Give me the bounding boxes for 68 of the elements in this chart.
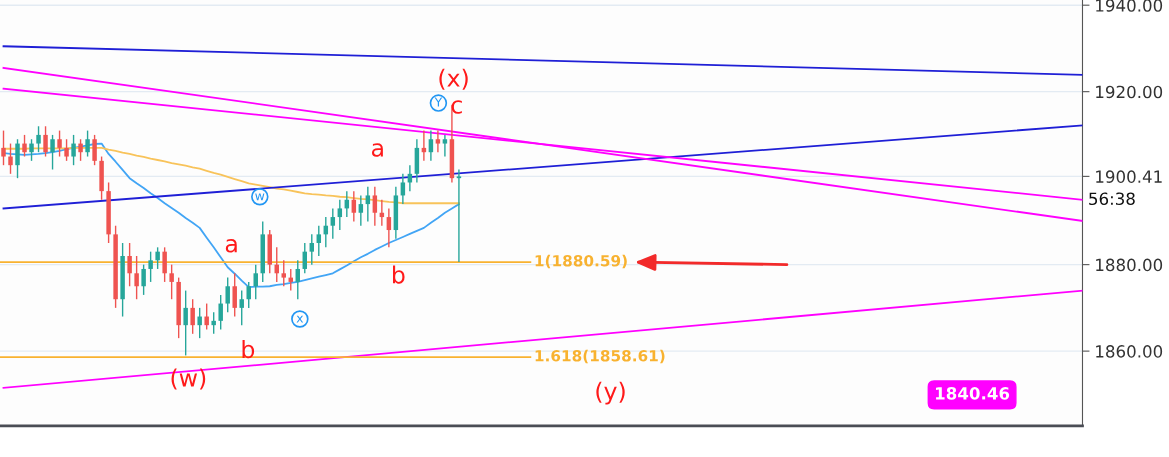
candlestick <box>309 233 315 266</box>
y-tick-label: 1920.00 <box>1096 85 1163 99</box>
annotation: b <box>242 339 255 359</box>
candlestick <box>183 289 188 357</box>
candlestick <box>281 259 286 287</box>
candlestick <box>435 129 441 153</box>
candlestick <box>78 138 83 162</box>
candlestick <box>162 246 167 283</box>
candlestick <box>36 125 41 153</box>
annotation: x <box>296 315 304 323</box>
candlestick <box>400 173 406 205</box>
y-tick-label: 1900.41 <box>1096 170 1162 183</box>
annotation: (x) <box>439 68 468 90</box>
candlestick <box>204 302 209 331</box>
y-tick-label: 1880.00 <box>1096 258 1163 272</box>
annotation: (w) <box>171 368 206 390</box>
candlestick <box>197 307 202 339</box>
annotation: 1840.46 <box>936 387 1010 400</box>
ref-line-label: 1(1880.59) <box>535 254 627 269</box>
candlestick <box>85 129 90 158</box>
candlestick <box>43 125 48 158</box>
candlestick <box>225 276 230 313</box>
candlestick <box>365 186 371 223</box>
annotation: a <box>225 239 237 253</box>
candlestick <box>155 246 160 270</box>
text: 56:38 <box>1089 192 1135 206</box>
candlestick <box>337 199 343 231</box>
candlestick <box>22 134 27 158</box>
annotation: Y <box>434 97 443 107</box>
y-tick-label: 1860.00 <box>1096 345 1163 358</box>
candlestick <box>386 207 392 249</box>
candlestick <box>456 168 462 263</box>
candlestick <box>232 272 237 318</box>
candlestick <box>330 207 336 240</box>
candlestick <box>253 263 258 300</box>
candlestick <box>1 129 6 166</box>
candlestick <box>8 142 13 175</box>
annotation: b <box>393 265 405 284</box>
candlestick <box>246 281 251 309</box>
candlestick <box>295 259 301 300</box>
candlestick <box>211 311 216 335</box>
candlestick <box>57 129 62 158</box>
candlestick <box>50 134 55 171</box>
candlestick <box>372 186 378 227</box>
candlestick <box>428 129 434 162</box>
candlestick <box>316 225 322 257</box>
candlestick <box>351 190 357 223</box>
candlestick <box>169 263 174 300</box>
candlestick <box>358 194 364 227</box>
candlestick <box>218 294 223 331</box>
annotation: c <box>451 100 462 114</box>
candlestick <box>29 138 34 162</box>
candlestick <box>190 298 195 335</box>
candlestick <box>15 138 20 179</box>
candlestick <box>92 134 97 166</box>
ref-line-label: 1.618(1858.61) <box>535 349 665 364</box>
candlestick <box>141 263 146 296</box>
annotation: a <box>371 143 383 157</box>
y-tick-label: 1940.00 <box>1096 0 1163 12</box>
candlestick <box>127 242 132 287</box>
candlestick <box>239 289 244 326</box>
candlestick <box>71 134 76 166</box>
candlestick <box>148 250 153 283</box>
annotation: (y) <box>596 381 625 405</box>
candlestick <box>442 134 448 158</box>
annotation: w <box>255 193 265 201</box>
candlestick <box>134 255 139 300</box>
candlestick <box>64 138 69 162</box>
